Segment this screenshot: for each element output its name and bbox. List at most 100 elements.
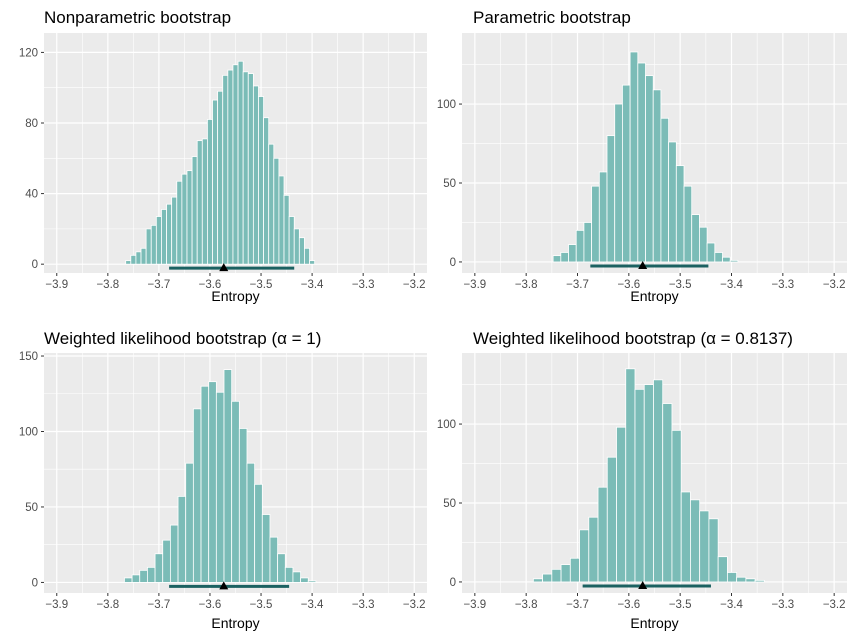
histogram-bar	[293, 228, 300, 265]
histogram-bar	[629, 51, 639, 263]
x-tick-label: −3.4	[301, 279, 324, 291]
y-tick-label: 50	[443, 498, 456, 510]
histogram-bar	[706, 242, 716, 263]
point-estimate-marker	[219, 263, 229, 272]
x-tick-label: −3.3	[771, 279, 794, 291]
histogram-bars	[532, 368, 765, 583]
histogram-bar	[124, 577, 133, 583]
x-tick-label: −3.5	[669, 599, 692, 611]
histogram-bar	[284, 566, 294, 583]
histogram-bars	[125, 60, 316, 265]
histogram-bar	[135, 251, 142, 265]
histogram-bar	[717, 556, 728, 583]
x-tick-label: −3.7	[148, 599, 171, 611]
histogram-bar	[238, 428, 248, 583]
histogram-bar	[223, 369, 233, 583]
interval-overlay	[169, 581, 290, 590]
histogram-bar	[185, 462, 194, 583]
panel-parametric: Parametric bootstrap −3.9 −3.8 −3.7 −3.6 −3.…	[437, 8, 847, 304]
histogram-bar	[130, 254, 137, 265]
histogram-bar	[222, 74, 229, 265]
histogram-bar	[269, 536, 279, 583]
x-tick-label: −3.2	[403, 599, 426, 611]
y-tick-label: 50	[443, 178, 456, 190]
histogram-bar	[606, 135, 616, 263]
histogram-bar	[569, 557, 580, 583]
histogram-bar	[252, 85, 259, 265]
x-tick-label: −3.8	[515, 279, 538, 291]
histogram-bar	[181, 173, 188, 265]
histogram-bar	[131, 574, 141, 583]
histogram-bar	[177, 495, 187, 583]
y-tick-label: 100	[19, 426, 38, 438]
histogram-bar	[625, 368, 636, 583]
histogram-bar	[634, 388, 645, 583]
histogram-bar	[217, 90, 224, 265]
axis-ticks: −3.9 −3.8 −3.7 −3.6 −3.5 −3.4 −3.3 −3.2 0 50 100	[437, 99, 846, 291]
histogram-bar	[154, 553, 164, 583]
histogram-bar	[726, 572, 738, 583]
x-tick-label: −3.6	[199, 279, 222, 291]
x-tick-label: −3.3	[771, 599, 794, 611]
x-tick-label: −3.4	[720, 279, 743, 291]
histogram-bar	[645, 75, 654, 263]
x-tick-label: −3.8	[96, 279, 119, 291]
histogram-bar	[273, 157, 280, 265]
histogram-bar	[288, 216, 295, 265]
histogram-bar	[560, 564, 571, 583]
histogram-bar	[200, 385, 210, 583]
histogram-bar	[560, 252, 569, 263]
x-tick-label: −3.2	[823, 279, 846, 291]
histogram-bar	[145, 228, 152, 265]
panel-title: Weighted likelihood bootstrap (α = 1)	[44, 329, 321, 348]
x-tick-label: −3.4	[301, 599, 324, 611]
histogram-bar	[155, 216, 162, 265]
y-tick-label: 50	[25, 502, 38, 514]
histogram-bar	[652, 89, 662, 263]
histogram-bar	[745, 578, 756, 583]
histogram-bar	[166, 203, 173, 265]
histogram-bar	[552, 255, 562, 263]
histogram-bar	[227, 69, 234, 265]
x-tick-label: −3.9	[45, 279, 68, 291]
histogram-bar	[139, 569, 148, 583]
histogram-bar	[532, 578, 543, 583]
x-tick-label: −3.5	[250, 599, 273, 611]
histogram-bar	[304, 247, 310, 265]
x-tick-label: −3.5	[250, 279, 273, 291]
histogram-bar	[254, 483, 263, 583]
histogram-bar	[637, 62, 646, 263]
histogram-bar	[246, 462, 256, 583]
histogram-bar	[597, 486, 608, 583]
histogram-bar	[722, 256, 731, 263]
x-tick-label: −3.3	[352, 599, 375, 611]
histogram-bar	[191, 156, 198, 265]
histogram-bars	[552, 51, 739, 263]
panel-wlb-alpha-08137: Weighted likelihood bootstrap (α = 0.813…	[437, 329, 847, 631]
histogram-bar	[680, 491, 691, 583]
interval-overlay	[590, 260, 709, 269]
point-estimate-marker	[638, 580, 648, 589]
histogram-bar	[261, 514, 271, 583]
panel-title: Weighted likelihood bootstrap (α = 0.813…	[473, 329, 793, 348]
histogram-bar	[579, 529, 590, 583]
histogram-bar	[263, 117, 270, 265]
y-tick-label: 150	[19, 351, 38, 363]
histogram-bar	[278, 175, 285, 265]
x-axis-label: Entropy	[630, 288, 678, 304]
x-tick-label: −3.7	[566, 599, 589, 611]
histogram-bar	[268, 143, 275, 265]
histogram-bar	[699, 510, 710, 583]
histogram-bar	[208, 381, 217, 583]
histogram-bar	[292, 571, 302, 583]
histogram-bar	[283, 194, 290, 265]
x-tick-label: −3.8	[515, 599, 538, 611]
histogram-bar	[614, 103, 623, 263]
x-axis-label: Entropy	[211, 615, 259, 631]
histogram-bar	[232, 64, 239, 265]
histogram-bar	[201, 138, 208, 265]
histogram-bar	[215, 391, 225, 583]
histogram-bar	[671, 429, 682, 583]
interval-overlay	[582, 580, 711, 589]
histogram-bar	[736, 576, 747, 583]
